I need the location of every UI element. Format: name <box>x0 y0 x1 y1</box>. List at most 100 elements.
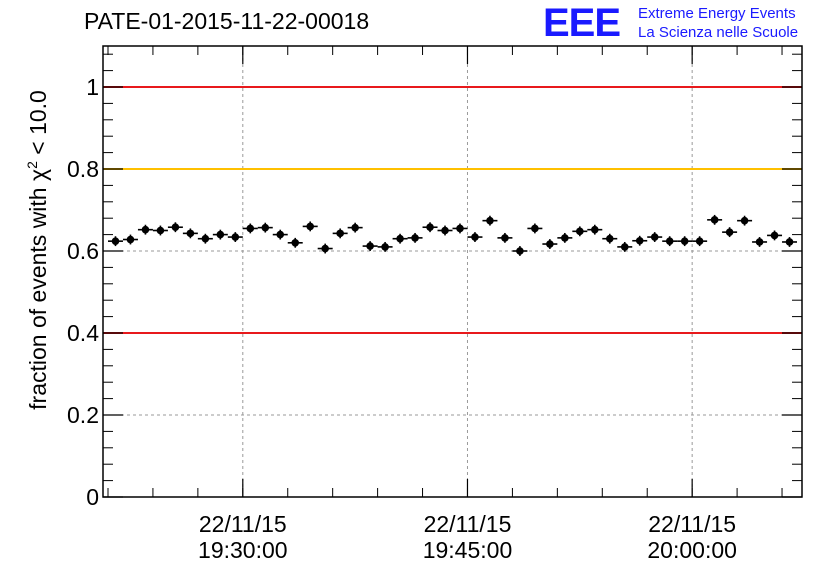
axis-ticks <box>103 46 802 498</box>
data-marker <box>111 237 120 245</box>
data-point <box>707 214 723 225</box>
data-marker <box>650 233 659 241</box>
y-tick-label: 0.8 <box>67 156 99 182</box>
data-point <box>587 224 603 235</box>
data-point <box>437 225 453 236</box>
logo-line2: La Scienza nelle Scuole <box>638 24 799 41</box>
data-marker <box>531 224 539 233</box>
data-point <box>377 241 393 252</box>
data-point <box>617 241 633 252</box>
data-marker <box>186 229 195 238</box>
data-point <box>602 233 618 244</box>
data-marker <box>411 234 419 242</box>
data-marker <box>426 223 434 232</box>
data-marker <box>785 238 794 246</box>
data-marker <box>351 223 359 232</box>
data-point <box>227 232 243 242</box>
data-point <box>407 232 423 243</box>
y-tick-label: 1 <box>86 74 99 100</box>
data-point <box>527 223 543 234</box>
tick-labels: 00.20.40.60.8122/11/1519:30:0022/11/1519… <box>67 74 737 563</box>
data-marker <box>156 226 165 235</box>
data-point <box>482 215 498 226</box>
data-point <box>737 215 753 226</box>
data-point <box>212 229 228 240</box>
logo-line1: Extreme Energy Events <box>638 5 796 22</box>
run-title: PATE-01-2015-11-22-00018 <box>84 8 370 34</box>
data-point <box>632 235 648 246</box>
data-marker <box>396 234 404 243</box>
x-tick-time-label: 19:30:00 <box>198 537 288 563</box>
data-marker <box>366 242 374 250</box>
data-point <box>197 233 213 244</box>
data-points <box>107 214 798 256</box>
data-marker <box>171 223 180 232</box>
data-marker <box>126 235 135 244</box>
data-marker <box>576 227 584 236</box>
grid-layer <box>103 46 802 497</box>
data-marker <box>216 230 225 239</box>
data-marker <box>486 216 494 225</box>
data-point <box>317 243 333 254</box>
data-point <box>557 232 573 243</box>
data-point <box>107 236 123 247</box>
data-marker <box>770 231 779 240</box>
data-point <box>347 222 363 233</box>
data-marker <box>755 238 764 246</box>
data-marker <box>276 230 285 239</box>
x-tick-date-label: 22/11/15 <box>648 511 736 537</box>
data-point <box>302 221 318 232</box>
data-point <box>677 236 693 247</box>
data-marker <box>321 244 329 253</box>
data-marker <box>141 225 150 234</box>
data-point <box>572 226 588 237</box>
y-tick-label: 0.6 <box>67 238 99 264</box>
data-point <box>422 222 438 233</box>
data-marker <box>590 225 599 234</box>
data-point <box>287 237 303 248</box>
data-point <box>752 237 768 247</box>
data-marker <box>635 236 644 245</box>
data-marker <box>680 237 689 245</box>
data-marker <box>441 226 449 235</box>
data-point <box>467 232 483 242</box>
data-marker <box>291 239 300 247</box>
y-tick-label: 0.2 <box>67 402 99 428</box>
data-point <box>497 232 513 243</box>
plot-frame <box>102 45 803 498</box>
data-marker <box>620 243 629 251</box>
data-point <box>167 222 183 233</box>
data-marker <box>740 216 749 225</box>
x-tick-date-label: 22/11/15 <box>424 511 512 537</box>
data-marker <box>725 228 734 236</box>
data-marker <box>710 216 719 224</box>
data-point <box>242 223 258 234</box>
data-point <box>392 233 408 244</box>
data-point <box>782 237 798 247</box>
data-point <box>257 222 273 233</box>
data-marker <box>201 234 210 243</box>
data-marker <box>605 234 614 243</box>
data-point <box>692 236 708 247</box>
data-marker <box>336 229 344 238</box>
data-marker <box>665 237 674 245</box>
data-marker <box>471 233 479 241</box>
data-marker <box>456 224 464 233</box>
data-marker <box>231 233 240 241</box>
data-point <box>137 224 153 235</box>
data-point <box>452 223 468 234</box>
data-marker <box>561 234 569 242</box>
reference-lines <box>103 86 802 334</box>
data-point <box>272 229 288 240</box>
data-point <box>362 241 378 251</box>
data-marker <box>695 237 704 245</box>
data-marker <box>246 224 255 233</box>
data-marker <box>261 223 270 232</box>
data-point <box>152 225 168 236</box>
data-point <box>647 232 663 242</box>
data-point <box>662 236 678 247</box>
data-point <box>542 239 558 249</box>
logo-mark: EEE <box>543 1 621 45</box>
y-tick-label: 0 <box>86 484 99 510</box>
y-tick-label: 0.4 <box>67 320 99 346</box>
